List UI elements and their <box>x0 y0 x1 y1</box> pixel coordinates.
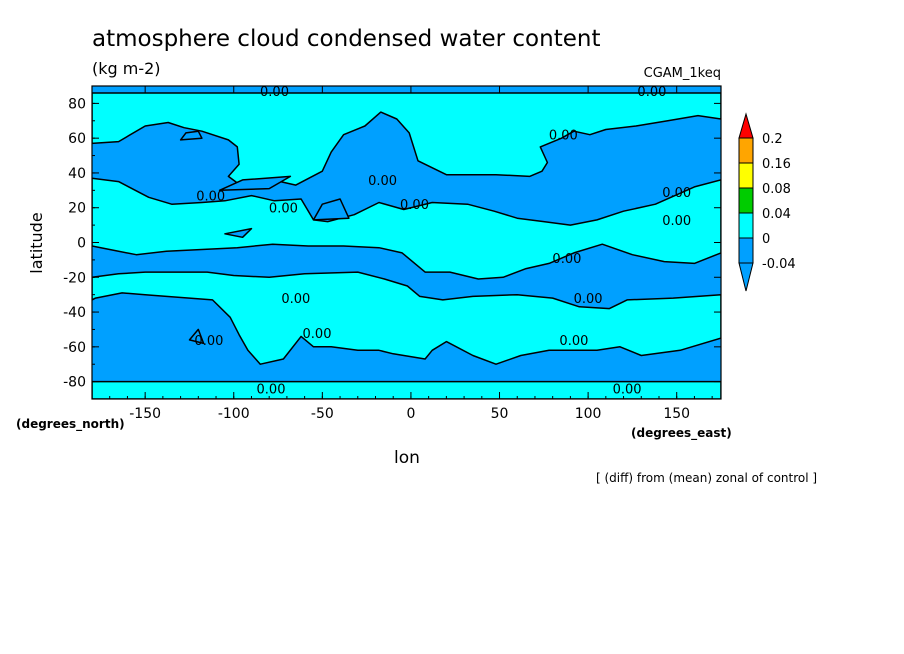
contour-label-14: 0.00 <box>559 334 588 349</box>
colorbar-label: 0.16 <box>762 157 791 172</box>
field-region-0 <box>92 92 721 188</box>
footnote: [ (diff) from (mean) zonal of control ] <box>596 471 817 485</box>
contour-label-8: 0.00 <box>662 214 691 229</box>
colorbar-label: -0.04 <box>762 257 796 272</box>
x-axis-label: lon <box>394 448 420 468</box>
contour-label-6: 0.00 <box>400 198 429 213</box>
y-tick-label: 40 <box>68 166 86 182</box>
contour-label-1: 0.00 <box>637 85 666 100</box>
field-island-0 <box>179 130 203 141</box>
contour-label-11: 0.00 <box>281 292 310 307</box>
y-tick-label: -80 <box>63 375 86 391</box>
contour-label-10: 0.00 <box>574 292 603 307</box>
x-tick-label: -150 <box>129 406 161 422</box>
colorbar-label: 0.08 <box>762 182 791 197</box>
contour-label-15: 0.00 <box>257 383 286 398</box>
field-island-1 <box>218 175 292 192</box>
field-islands <box>179 130 350 345</box>
y-units-label: (degrees_north) <box>16 417 125 432</box>
colorbar-box <box>738 237 754 264</box>
contour-label-4: 0.00 <box>196 190 225 205</box>
y-axis-label: latitude <box>27 212 46 273</box>
colorbar-box <box>738 212 754 239</box>
colorbar-label: 0 <box>762 232 770 247</box>
colorbar-extend-top <box>738 112 754 139</box>
field-regions <box>92 92 721 399</box>
field-island-2 <box>312 198 350 221</box>
x-axis: -150 -100 -50 0 50 100 150 <box>109 86 713 422</box>
field-region-1 <box>92 177 721 280</box>
y-tick-label: -40 <box>63 305 86 321</box>
contour-labels: 0.00 0.000.000.000.000.00 0.000.000.000.00… <box>194 85 691 398</box>
x-tick-label: -100 <box>218 406 250 422</box>
y-axis: 80 60 40 20 0 -20 -40 -60 -80 <box>63 96 721 391</box>
run-label: CGAM_1keq <box>644 66 721 81</box>
colorbar-label: 0.04 <box>762 207 791 222</box>
chart-title: atmosphere cloud condensed water content <box>92 26 600 52</box>
colorbar: 0.2 0.16 0.08 0.04 0 -0.04 <box>738 112 796 292</box>
colorbar-box <box>738 137 754 164</box>
plot-area: 0.00 0.000.000.000.000.00 0.000.000.000.00… <box>92 85 721 399</box>
x-units-label: (degrees_east) <box>631 426 732 441</box>
x-tick-label: -50 <box>311 406 334 422</box>
contour-label-2: 0.00 <box>549 129 578 144</box>
y-tick-label: 20 <box>68 201 86 217</box>
y-tick-label: -60 <box>63 340 86 356</box>
x-tick-label: 150 <box>663 406 690 422</box>
colorbar-label: 0.2 <box>762 132 783 147</box>
y-tick-label: -20 <box>63 270 86 286</box>
x-tick-label: 50 <box>491 406 509 422</box>
y-tick-label: 0 <box>77 236 86 252</box>
contour-label-13: 0.00 <box>194 334 223 349</box>
field-region-2 <box>92 271 721 365</box>
colorbar-box <box>738 162 754 189</box>
contour-label-16: 0.00 <box>613 383 642 398</box>
x-tick-label: 0 <box>406 406 415 422</box>
units-label: (kg m-2) <box>92 59 161 78</box>
field-island-3 <box>224 227 253 239</box>
colorbar-box <box>738 187 754 214</box>
colorbar-extend-bottom <box>738 262 754 292</box>
contour-label-9: 0.00 <box>552 252 581 267</box>
contour-label-3: 0.00 <box>368 174 397 189</box>
field-island-4 <box>188 328 205 345</box>
contour-label-5: 0.00 <box>269 202 298 217</box>
y-tick-label: 80 <box>68 96 86 112</box>
y-tick-label: 60 <box>68 131 86 147</box>
field-region-3 <box>92 380 721 399</box>
x-tick-label: 100 <box>575 406 602 422</box>
contour-label-12: 0.00 <box>303 327 332 342</box>
contour-label-7: 0.00 <box>662 186 691 201</box>
contour-label-0: 0.00 <box>260 85 289 100</box>
